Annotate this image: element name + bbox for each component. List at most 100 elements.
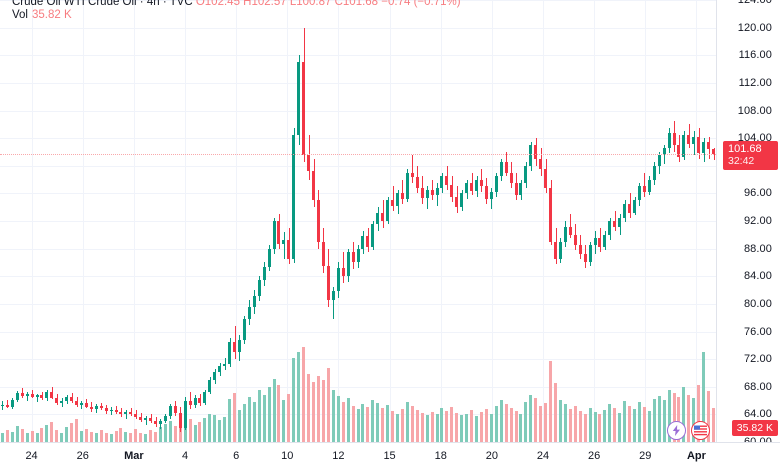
- candle-body: [45, 392, 49, 399]
- volume-bar: [193, 424, 197, 442]
- candle-wick: [224, 357, 226, 371]
- candle-body: [519, 183, 523, 195]
- current-volume-badge[interactable]: 35.82 K: [731, 420, 778, 436]
- volume-bar: [549, 361, 553, 442]
- candle-wick: [37, 393, 39, 402]
- volume-bar: [267, 386, 271, 442]
- candle-wick: [32, 389, 34, 399]
- candle-body: [282, 239, 286, 245]
- grid-line-horizontal: [0, 0, 716, 1]
- time-axis-tick: 12: [332, 450, 345, 462]
- candle-body: [633, 200, 637, 213]
- us-flag-icon[interactable]: [691, 421, 710, 440]
- candle-body: [351, 252, 355, 263]
- volume-bar: [144, 434, 148, 442]
- chart-plot-area[interactable]: [0, 0, 716, 442]
- volume-bar: [583, 413, 587, 442]
- grid-line-horizontal: [0, 110, 716, 112]
- volume-bar: [55, 429, 59, 442]
- candle-wick: [402, 179, 404, 204]
- candle-body: [99, 406, 103, 409]
- candle-body: [139, 417, 143, 420]
- volume-bar: [203, 418, 207, 442]
- candle-body: [534, 145, 538, 159]
- candle-body: [445, 176, 449, 186]
- volume-bar: [628, 405, 632, 442]
- volume-bar: [124, 431, 128, 442]
- volume-bar: [10, 431, 14, 442]
- volume-bar: [588, 407, 592, 442]
- candle-body: [287, 239, 291, 259]
- candle-body: [400, 193, 404, 199]
- candle-body: [346, 252, 350, 277]
- current-price-line: [0, 154, 716, 156]
- volume-bar: [297, 351, 301, 442]
- candle-body: [326, 265, 330, 301]
- volume-bar: [445, 410, 449, 442]
- volume-bar: [455, 412, 459, 442]
- grid-line-vertical: [287, 0, 289, 442]
- volume-legend[interactable]: Vol 35.82 K: [12, 9, 72, 21]
- candle-body: [134, 413, 138, 418]
- lightning-bolt-icon[interactable]: [667, 421, 686, 440]
- candle-body: [504, 162, 508, 173]
- grid-line-horizontal: [0, 221, 716, 222]
- candle-body: [65, 397, 69, 401]
- price-axis[interactable]: 124.00120.00116.00112.00108.00104.00100.…: [716, 0, 780, 448]
- volume-bar: [509, 407, 513, 442]
- candle-body: [168, 406, 172, 416]
- time-axis-tick: 20: [485, 450, 498, 462]
- time-axis[interactable]: 24 26 Mar 4 6 10 12 15 18 20 24 26 29 Apr: [0, 442, 780, 470]
- volume-bar: [539, 405, 543, 442]
- chart-legend[interactable]: Crude Oil WTI Crude Oil · 4h · TVC O102.…: [12, 0, 461, 9]
- candle-wick: [333, 286, 335, 320]
- candle-body: [198, 397, 202, 404]
- volume-bar: [277, 385, 281, 442]
- volume-bar: [188, 419, 192, 442]
- volume-bar: [554, 383, 558, 442]
- candle-body: [114, 409, 118, 413]
- candle-body: [667, 132, 671, 149]
- price-axis-tick: 84.00: [743, 270, 772, 283]
- current-price-badge[interactable]: 101.68 32:42: [723, 141, 778, 171]
- volume-bar: [465, 413, 469, 442]
- volume-bar: [371, 400, 375, 442]
- candle-wick: [392, 186, 394, 211]
- volume-bar: [139, 432, 143, 442]
- grid-line-horizontal: [0, 165, 716, 167]
- candle-body: [475, 179, 478, 192]
- volume-bar: [326, 367, 330, 442]
- candle-body: [223, 363, 227, 367]
- candle-body: [129, 411, 133, 414]
- volume-bar: [70, 423, 74, 442]
- legend-symbol[interactable]: Crude Oil WTI Crude Oil · 4h · TVC: [12, 0, 193, 8]
- candle-body: [154, 421, 158, 425]
- volume-bar: [233, 392, 237, 442]
- volume-bar: [40, 427, 44, 442]
- volume-bar: [257, 389, 261, 442]
- grid-line-vertical: [31, 0, 33, 442]
- volume-bar: [475, 416, 478, 442]
- candle-body: [558, 241, 562, 259]
- volume-bar: [386, 404, 390, 442]
- candle-wick: [27, 392, 29, 402]
- volume-bar: [514, 410, 518, 442]
- volume-bar: [529, 394, 533, 442]
- volume-bar: [376, 403, 380, 442]
- volume-bar: [30, 430, 34, 442]
- volume-bar: [0, 433, 4, 442]
- chart-corner-icons: [667, 421, 710, 440]
- volume-bar: [623, 401, 627, 442]
- candle-wick: [160, 419, 162, 429]
- time-axis-tick: 18: [434, 450, 447, 462]
- volume-bar: [479, 411, 483, 442]
- volume-bar: [119, 427, 123, 442]
- volume-bar: [430, 411, 434, 442]
- price-axis-tick: 112.00: [738, 76, 772, 89]
- volume-bar: [104, 432, 108, 442]
- candle-body: [233, 341, 237, 353]
- volume-bar: [400, 408, 404, 442]
- grid-line-vertical: [440, 0, 442, 442]
- price-axis-tick: 88.00: [743, 242, 772, 255]
- volume-bar: [440, 407, 444, 442]
